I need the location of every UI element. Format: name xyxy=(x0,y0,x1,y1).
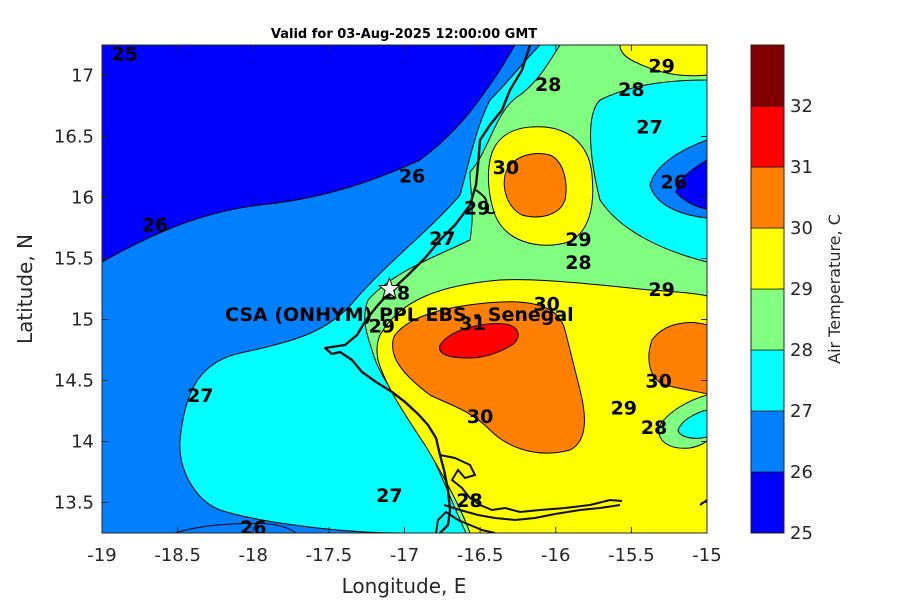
colorbar-segment xyxy=(750,471,785,534)
colorbar-segment xyxy=(750,227,785,290)
contour-label: 29 xyxy=(369,316,395,338)
contour-label: 26 xyxy=(660,172,686,194)
colorbar-tick-label: 29 xyxy=(790,279,813,300)
contour-label: 29 xyxy=(464,197,490,219)
contour-label: 29 xyxy=(611,397,637,419)
contour-label: 30 xyxy=(467,406,493,428)
colorbar-tick-label: 26 xyxy=(790,462,813,483)
x-tick-label: -18.5 xyxy=(154,545,201,566)
y-tick-label: 13.5 xyxy=(54,493,94,514)
x-tick-label: -18 xyxy=(239,545,268,566)
x-axis-ticks: -19 -18.5 -18 -17.5 -17 -16.5 -16 -15.5 -15 xyxy=(87,45,722,566)
contour-label: 27 xyxy=(376,485,402,507)
colorbar-tick-label: 32 xyxy=(790,96,813,117)
contour-label: 28 xyxy=(641,417,667,439)
colorbar-segment xyxy=(750,166,785,229)
y-axis-label: Latitude, N xyxy=(13,234,37,344)
x-axis-label: Longitude, E xyxy=(342,574,467,598)
map-title: Valid for 03-Aug-2025 12:00:00 GMT xyxy=(271,27,537,42)
casamance-coast xyxy=(435,510,496,533)
contour-label: 31 xyxy=(459,313,485,335)
y-tick-label: 16 xyxy=(71,188,94,209)
band-30-31 xyxy=(392,301,585,454)
colorbar-segment xyxy=(750,105,785,168)
x-tick-label: -15.5 xyxy=(608,545,655,566)
contour-label: 30 xyxy=(493,157,519,179)
contour-label: 30 xyxy=(645,371,671,393)
contour-label: 27 xyxy=(429,228,455,250)
contour-label: 30 xyxy=(533,294,559,316)
gambia-border-south xyxy=(443,504,621,522)
temperature-contour-fill xyxy=(102,45,707,533)
band-31-32 xyxy=(439,323,519,359)
colorbar-frame xyxy=(750,44,785,534)
colorbar: 25 26 27 28 29 30 31 32 xyxy=(750,44,813,544)
star-icon xyxy=(377,276,402,300)
y-tick-label: 17 xyxy=(71,66,94,87)
contour-label: 26 xyxy=(142,214,168,236)
x-tick-label: -17 xyxy=(390,545,419,566)
band-25-26-east xyxy=(675,159,707,210)
contour-label: 28 xyxy=(535,74,561,96)
contour-label: 26 xyxy=(240,517,266,539)
y-tick-label: 14 xyxy=(71,432,94,453)
site-marker-group: CSA (ONHYM) PPL EBS - Senegal xyxy=(225,276,574,326)
y-tick-label: 15.5 xyxy=(54,249,94,270)
x-tick-label: -15 xyxy=(692,545,721,566)
colorbar-tick-label: 25 xyxy=(790,523,813,544)
contour-label: 26 xyxy=(399,166,425,188)
contour-label: 29 xyxy=(648,56,674,78)
gambia-river xyxy=(439,454,623,514)
colorbar-tick-label: 27 xyxy=(790,401,813,422)
contour-label: 27 xyxy=(187,385,213,407)
x-tick-label: -19 xyxy=(87,545,116,566)
y-tick-label: 16.5 xyxy=(54,127,94,148)
band-30-31-north xyxy=(503,153,567,218)
band-26-27-south xyxy=(174,522,297,533)
colorbar-tick-label: 30 xyxy=(790,218,813,239)
contour-label: 28 xyxy=(565,252,591,274)
y-axis-ticks: 13.5 14 14.5 15 15.5 16 16.5 17 xyxy=(54,66,707,514)
x-tick-label: -17.5 xyxy=(306,545,353,566)
colorbar-segment xyxy=(750,44,785,107)
colorbar-segment xyxy=(750,288,785,351)
y-tick-label: 14.5 xyxy=(54,371,94,392)
contour-label: 28 xyxy=(456,490,482,512)
colorbar-tick-label: 31 xyxy=(790,157,813,178)
colorbar-segment xyxy=(750,349,785,412)
contour-label: 28 xyxy=(618,79,644,101)
site-label: CSA (ONHYM) PPL EBS - Senegal xyxy=(225,304,574,326)
colorbar-label: Air Temperature, C xyxy=(825,214,844,364)
colorbar-segment xyxy=(750,410,785,473)
x-tick-label: -16.5 xyxy=(457,545,504,566)
senegal-river xyxy=(475,189,496,215)
x-tick-label: -16 xyxy=(541,545,570,566)
coastline xyxy=(323,45,532,533)
contour-label: 29 xyxy=(648,279,674,301)
contour-label: 25 xyxy=(111,44,137,66)
band-27-28-east xyxy=(677,409,707,439)
band-29-30-ne xyxy=(619,45,707,77)
band-30-31-east xyxy=(648,322,707,395)
colorbar-tick-label: 28 xyxy=(790,340,813,361)
contour-label: 29 xyxy=(565,229,591,251)
contour-label: 27 xyxy=(636,117,662,139)
y-tick-label: 15 xyxy=(71,310,94,331)
